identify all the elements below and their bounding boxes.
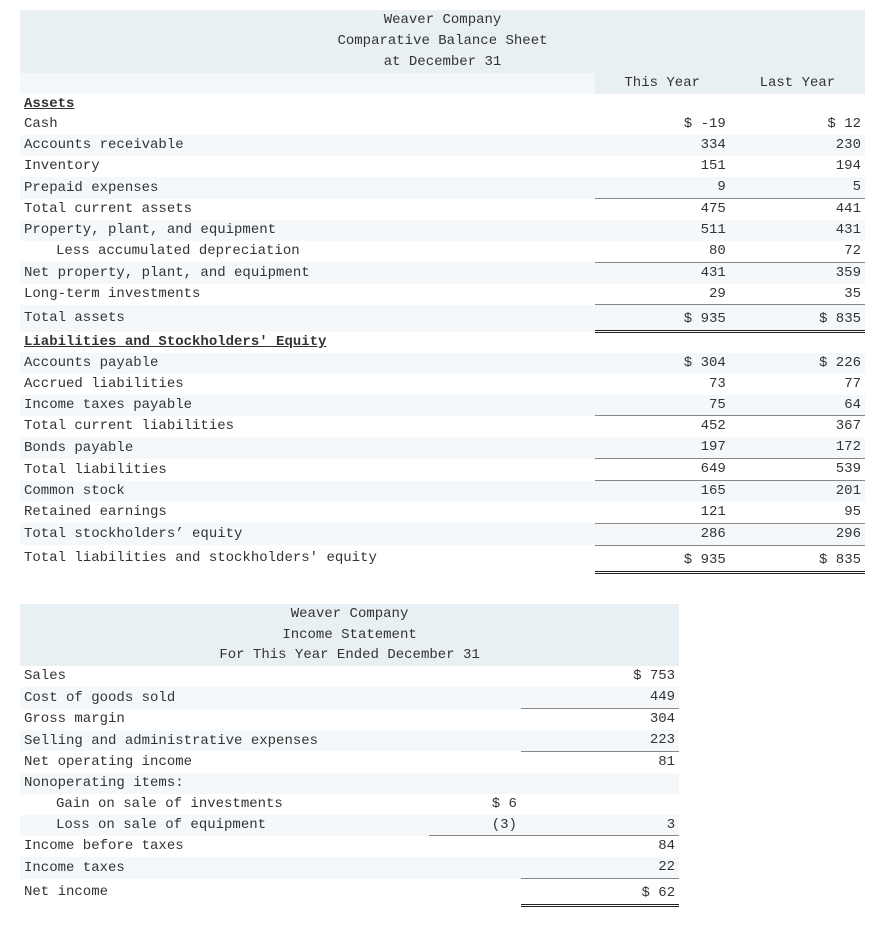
is-title: Income Statement: [20, 625, 679, 646]
row-ltinv: Long-term investments 29 35: [20, 284, 865, 305]
row-loss: Loss on sale of equipment (3) 3: [20, 815, 679, 836]
row-ta: Total assets $ 935 $ 835: [20, 305, 865, 332]
col-last-year: Last Year: [730, 73, 865, 94]
row-taxp: Income taxes payable 75 64: [20, 395, 865, 416]
is-period: For This Year Ended December 31: [20, 645, 679, 666]
section-liab: Liabilities and Stockholders' Equity: [20, 332, 595, 353]
bs-asof: at December 31: [20, 52, 865, 73]
row-ni: Net income $ 62: [20, 879, 679, 906]
row-tse: Total stockholders’ equity 286 296: [20, 523, 865, 545]
row-accr: Accrued liabilities 73 77: [20, 374, 865, 395]
col-this-year: This Year: [595, 73, 730, 94]
row-ar: Accounts receivable 334 230: [20, 135, 865, 156]
section-assets: Assets: [20, 94, 595, 115]
row-ppe: Property, plant, and equipment 511 431: [20, 220, 865, 241]
is-company: Weaver Company: [20, 604, 679, 625]
row-tlse: Total liabilities and stockholders' equi…: [20, 545, 865, 572]
row-re: Retained earnings 121 95: [20, 502, 865, 523]
row-tca: Total current assets 475 441: [20, 199, 865, 220]
row-sae: Selling and administrative expenses 223: [20, 730, 679, 751]
row-tl: Total liabilities 649 539: [20, 459, 865, 481]
row-cash: Cash $ -19 $ 12: [20, 114, 865, 135]
row-cs: Common stock 165 201: [20, 481, 865, 502]
row-bond: Bonds payable 197 172: [20, 437, 865, 458]
row-sales: Sales $ 753: [20, 666, 679, 687]
row-netppe: Net property, plant, and equipment 431 3…: [20, 262, 865, 283]
balance-sheet-table: Weaver Company Comparative Balance Sheet…: [20, 10, 865, 574]
row-cogs: Cost of goods sold 449: [20, 687, 679, 708]
row-nop: Nonoperating items:: [20, 773, 679, 794]
row-noi: Net operating income 81: [20, 751, 679, 772]
row-prepaid: Prepaid expenses 9 5: [20, 177, 865, 198]
row-gain: Gain on sale of investments $ 6: [20, 794, 679, 815]
income-statement-table: Weaver Company Income Statement For This…: [20, 604, 679, 907]
row-inctax: Income taxes 22: [20, 857, 679, 878]
row-tcl: Total current liabilities 452 367: [20, 416, 865, 437]
row-inv: Inventory 151 194: [20, 156, 865, 177]
row-gm: Gross margin 304: [20, 709, 679, 730]
row-ap: Accounts payable $ 304 $ 226: [20, 353, 865, 374]
row-accdep: Less accumulated depreciation 80 72: [20, 241, 865, 262]
bs-title: Comparative Balance Sheet: [20, 31, 865, 52]
bs-company: Weaver Company: [20, 10, 865, 31]
row-ibt: Income before taxes 84: [20, 836, 679, 857]
